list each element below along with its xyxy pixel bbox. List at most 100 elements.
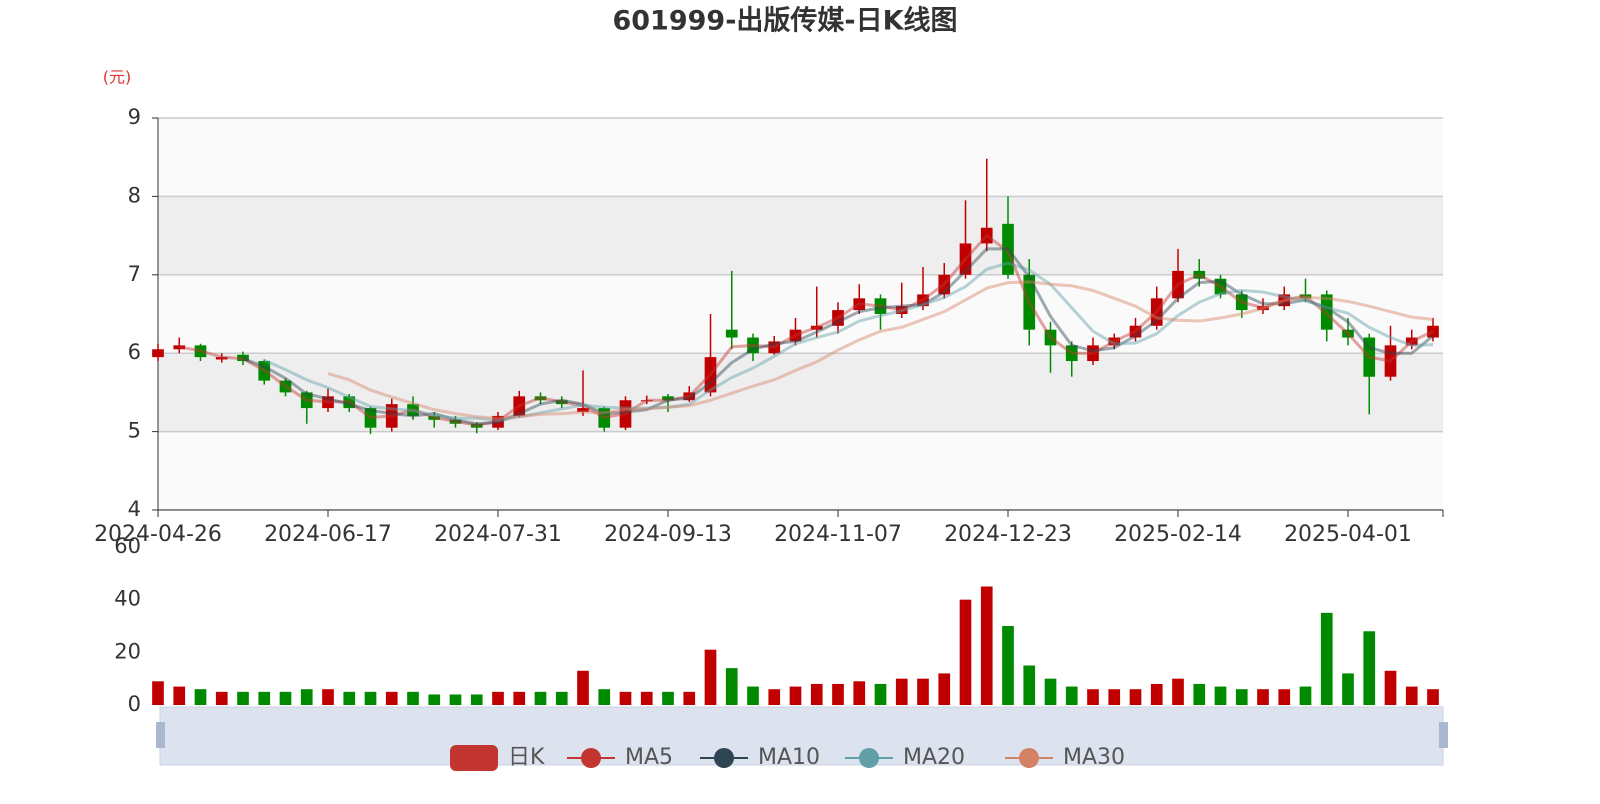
volume-bar [173,686,186,705]
legend-item[interactable]: MA30 [1005,745,1125,770]
volume-bar [1235,689,1248,705]
volume-bar [1320,612,1333,705]
volume-bar [300,689,313,705]
x-tick-label: 2025-02-14 [1114,522,1242,547]
legend-icon [450,745,498,771]
legend-item[interactable]: MA10 [700,745,820,770]
volume-bar [364,691,377,705]
volume-bar [385,691,398,705]
volume-bar [1299,686,1312,705]
volume-bar [704,649,717,705]
candle-body [1023,274,1036,330]
zoom-slider[interactable] [159,706,1444,766]
volume-bar [492,691,504,705]
candle-body [152,349,164,358]
candle-body [810,325,823,330]
candle-body [215,357,228,360]
candle-body [1065,345,1078,362]
candle-body [1172,270,1184,299]
volume-bar [1342,673,1354,705]
volume-bar [598,689,611,705]
volume-bar [1172,678,1184,705]
ma-line [263,261,1434,423]
volume-bar [555,691,568,705]
volume-bar [322,689,334,705]
candle-body [407,404,419,416]
candle-body [1214,278,1227,295]
candle-body [1193,270,1206,279]
volume-bar [449,694,462,705]
x-tick-label: 2024-11-07 [774,522,902,547]
candle-body [1044,329,1057,346]
volume-bar [258,691,271,705]
x-tick-label: 2024-09-13 [604,522,732,547]
candle-body [173,345,186,350]
candle-body [874,298,887,314]
candle-body [747,337,759,354]
volume-bar [534,691,547,705]
volume-bar [980,586,993,705]
volume-bar [895,678,908,705]
volume-bar [832,683,844,705]
volume-bar [215,691,228,705]
candle-body [1087,345,1099,362]
zoom-handle[interactable] [156,722,165,748]
volume-bar [279,691,292,705]
volume-bar [938,673,951,705]
grid-band [158,196,1443,275]
volume-bar [683,691,696,705]
legend-item[interactable]: MA20 [845,745,965,770]
candle-body [555,400,568,405]
candle-body [683,392,696,401]
candle-body [1405,337,1418,346]
volume-tick-label: 20 [114,639,141,663]
legend-label: MA5 [625,745,673,770]
candle-body [1299,294,1312,299]
y-unit: (元) [103,68,132,87]
candle-body [1363,337,1376,377]
y-tick-label: 6 [128,340,141,364]
candle-body [513,396,526,416]
candle-body [492,415,504,428]
volume-bar [1087,689,1099,705]
candle-body [194,345,207,358]
ma-line [178,234,1434,427]
grid-band [158,118,1443,197]
candle-body [725,329,738,338]
grid-band [158,353,1443,432]
legend-label: MA20 [903,745,965,770]
volume-bar [1363,631,1376,705]
candle-body [1278,294,1291,307]
volume-bar [1405,686,1418,705]
legend-icon [581,748,601,768]
candle-body [853,298,866,311]
candle-body [704,357,717,393]
volume-tick-label: 40 [114,587,141,611]
x-tick-label: 2024-04-26 [94,522,222,547]
y-tick-label: 8 [128,183,141,207]
y-tick-label: 5 [128,419,141,443]
candle-body [938,274,951,295]
legend-item[interactable]: 日K [450,745,545,771]
volume-bar [343,691,356,705]
candle-body [1342,329,1354,338]
candle-body [768,341,781,354]
zoom-handle[interactable] [1439,722,1448,748]
candle-body [1129,325,1142,338]
candle-body [300,392,313,409]
candle-body [534,396,547,401]
volume-bar [428,694,441,705]
candle-body [640,400,653,402]
grid-band [158,431,1443,510]
volume-bar [853,681,866,705]
candle-body [1108,337,1121,346]
legend-item[interactable]: MA5 [567,745,673,770]
volume-bar [513,691,526,705]
candle-body [980,227,993,244]
volume-bar [1044,678,1057,705]
volume-bar [874,683,887,705]
volume-tick-label: 60 [114,534,141,558]
candle-body [1150,298,1163,326]
volume-bar [1257,689,1269,705]
x-tick-label: 2024-06-17 [264,522,392,547]
